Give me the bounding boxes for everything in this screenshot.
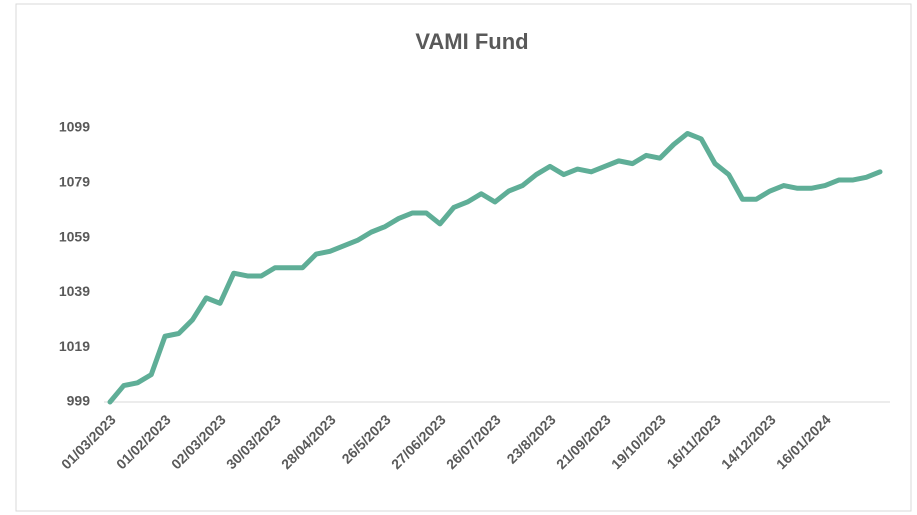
y-tick-label: 1059 <box>59 228 90 244</box>
y-tick-label: 999 <box>67 393 91 409</box>
data-line <box>107 130 883 405</box>
chart-title: VAMI Fund <box>415 29 528 54</box>
y-tick-label: 1099 <box>59 119 90 135</box>
chart-frame <box>15 3 912 512</box>
y-tick-label: 1039 <box>59 283 90 299</box>
y-tick-label: 1079 <box>59 174 90 190</box>
y-tick-label: 1019 <box>59 338 90 354</box>
